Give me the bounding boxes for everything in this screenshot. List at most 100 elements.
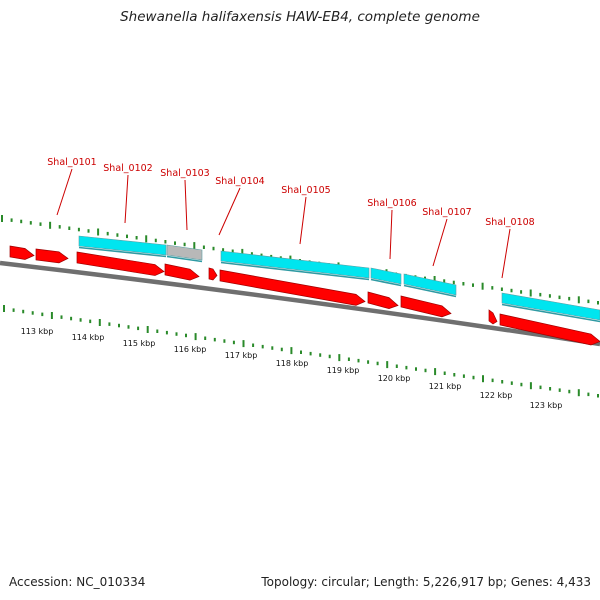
gc-tick xyxy=(193,242,196,250)
gene-label: Shal_0106 xyxy=(367,198,416,209)
gc-tick xyxy=(156,329,159,333)
kbp-label: 118 kbp xyxy=(276,359,309,368)
gc-tick xyxy=(548,294,551,298)
gc-tick xyxy=(452,280,455,285)
cds-arrow xyxy=(164,263,200,281)
gc-tick xyxy=(79,318,82,322)
feature-underline xyxy=(403,284,457,298)
gc-tick xyxy=(587,299,590,304)
gc-tick xyxy=(49,221,52,229)
gc-tick xyxy=(482,375,484,383)
kbp-label: 114 kbp xyxy=(72,333,105,342)
gc-ticks-lower xyxy=(3,305,599,398)
gc-tick xyxy=(376,361,379,366)
cds-arrow xyxy=(208,267,218,281)
cds-arrow xyxy=(367,291,399,309)
gc-tick xyxy=(146,326,149,333)
gc-tick xyxy=(164,240,167,244)
gc-tick xyxy=(386,361,389,369)
gc-tick xyxy=(271,346,274,350)
gc-tick xyxy=(87,229,90,233)
gc-tick xyxy=(338,354,341,362)
gc-tick xyxy=(510,381,513,385)
gc-tick xyxy=(68,226,71,230)
feature-bar-grey xyxy=(166,244,203,261)
gc-tick xyxy=(3,305,5,312)
gene-label-leader xyxy=(218,187,241,236)
gc-tick xyxy=(481,282,484,290)
kbp-label: 119 kbp xyxy=(327,366,360,375)
kbp-label: 116 kbp xyxy=(174,345,207,354)
gc-tick xyxy=(137,326,140,331)
cds-arrow xyxy=(400,295,452,318)
gc-tick xyxy=(12,308,15,312)
gc-tick xyxy=(587,392,590,397)
gene-label: Shal_0108 xyxy=(485,217,534,228)
genome-title: Shewanella halifaxensis HAW-EB4, complet… xyxy=(120,9,480,25)
gc-tick xyxy=(357,358,360,363)
feature-track xyxy=(78,235,600,323)
gc-tick xyxy=(472,375,475,380)
cds-arrow xyxy=(35,248,69,264)
cds-track xyxy=(9,245,600,346)
gc-tick xyxy=(529,289,532,297)
gc-tick xyxy=(241,248,244,256)
gc-tick xyxy=(577,296,580,304)
gc-tick xyxy=(443,371,446,375)
gc-tick xyxy=(558,388,561,392)
gc-tick xyxy=(126,234,128,239)
gene-label-leader xyxy=(432,218,448,267)
gc-tick xyxy=(568,389,571,394)
gc-tick xyxy=(328,354,331,359)
gc-tick xyxy=(194,333,197,341)
gc-tick xyxy=(434,368,437,376)
gc-tick xyxy=(558,295,561,300)
gc-tick xyxy=(108,322,111,326)
feature-underline xyxy=(501,303,600,323)
feature-bar-cyan xyxy=(78,235,167,256)
gc-tick xyxy=(60,315,63,319)
gc-tick xyxy=(453,373,456,377)
gc-tick xyxy=(568,296,571,301)
gc-tick xyxy=(222,248,225,252)
gene-label-leader xyxy=(501,228,511,279)
gc-tick xyxy=(462,374,465,378)
kbp-label: 113 kbp xyxy=(21,327,54,336)
gc-tick xyxy=(491,286,494,290)
gene-label-leader xyxy=(389,209,393,260)
gc-tick xyxy=(185,333,187,338)
gc-tick xyxy=(154,238,157,243)
feature-underline xyxy=(370,278,402,287)
gc-tick xyxy=(145,235,148,243)
gc-tick xyxy=(597,301,599,305)
gc-tick xyxy=(472,283,474,287)
gc-tick xyxy=(89,319,92,324)
gc-tick xyxy=(462,282,465,286)
gc-tick xyxy=(290,347,293,355)
cds-arrow xyxy=(499,313,600,346)
gc-tick xyxy=(183,242,186,247)
feature-underline xyxy=(166,255,203,263)
gc-tick xyxy=(118,323,120,328)
gc-tick xyxy=(204,336,207,340)
feature-underline xyxy=(220,261,370,281)
kbp-label: 121 kbp xyxy=(429,382,462,391)
gc-tick xyxy=(501,380,504,384)
gc-tick xyxy=(41,312,44,317)
gc-tick xyxy=(577,389,580,397)
gc-tick xyxy=(539,292,542,297)
gc-tick xyxy=(280,347,283,352)
kbp-label: 123 kbp xyxy=(530,401,563,410)
gc-tick xyxy=(127,325,130,329)
gc-tick xyxy=(415,367,417,371)
gene-label: Shal_0102 xyxy=(103,163,152,174)
gc-tick xyxy=(261,344,264,349)
feature-bar-cyan xyxy=(403,273,457,296)
gc-tick xyxy=(347,357,350,361)
gc-tick xyxy=(597,394,599,398)
cds-arrow xyxy=(219,269,366,306)
kbp-label: 122 kbp xyxy=(480,391,513,400)
gc-tick xyxy=(31,311,34,315)
gene-label-leader xyxy=(184,179,188,231)
